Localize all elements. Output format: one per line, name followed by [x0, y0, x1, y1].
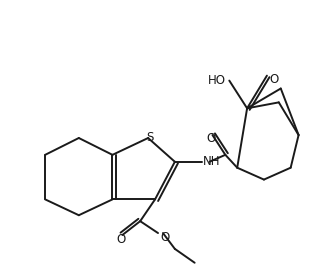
Text: HO: HO — [208, 74, 226, 87]
Text: S: S — [146, 130, 154, 143]
Text: NH: NH — [203, 155, 220, 168]
Text: O: O — [269, 73, 278, 86]
Text: O: O — [117, 233, 126, 246]
Text: O: O — [160, 231, 169, 244]
Text: O: O — [207, 132, 216, 145]
